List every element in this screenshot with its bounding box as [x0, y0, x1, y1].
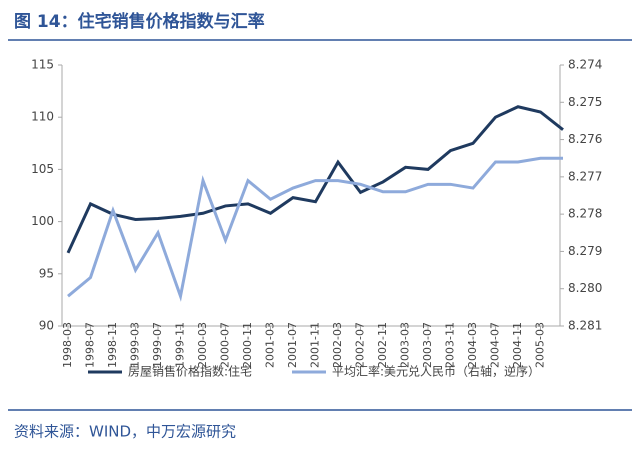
y2-tick-label: 8.277: [568, 169, 602, 183]
series-line: [67, 156, 563, 302]
y-tick-label: 110: [31, 110, 54, 124]
x-tick-label: 1998-07: [84, 322, 97, 368]
x-tick-label: 1999-11: [174, 322, 187, 368]
y-tick-label: 95: [39, 266, 54, 280]
x-tick-label: 2000-03: [196, 322, 209, 368]
x-tick-label: 2004-03: [466, 322, 479, 368]
x-tick-label: 2003-07: [421, 322, 434, 368]
source: 资料来源：WIND，中万宏源研究: [14, 423, 236, 441]
x-tick-label: 2002-07: [354, 322, 367, 368]
y2-tick-label: 8.281: [568, 319, 602, 333]
y2-tick-label: 8.274: [568, 58, 602, 72]
legend-label: 平均汇率:美元兑人民币（右轴，逆序）: [332, 364, 540, 379]
x-tick-label: 2003-03: [399, 322, 412, 368]
y-tick-label: 115: [31, 58, 54, 72]
x-tick-label: 2001-11: [309, 322, 322, 368]
y-tick-label: 90: [39, 319, 54, 333]
y-tick-label: 105: [31, 162, 54, 176]
x-tick-label: 1998-11: [106, 322, 119, 368]
x-tick-label: 1998-03: [61, 322, 74, 368]
x-tick-label: 2004-11: [511, 322, 524, 368]
series-line: [66, 105, 564, 254]
x-tick-label: 2001-03: [264, 322, 277, 368]
y2-tick-label: 8.279: [568, 244, 602, 258]
x-tick-label: 1999-03: [129, 322, 142, 368]
y2-tick-label: 8.278: [568, 207, 602, 221]
x-tick-label: 2003-11: [444, 322, 457, 368]
x-tick-label: 2000-07: [219, 322, 232, 368]
x-tick-label: 2002-03: [331, 322, 344, 368]
x-tick-label: 2000-11: [241, 322, 254, 368]
x-tick-label: 2002-11: [376, 322, 389, 368]
y-tick-label: 100: [31, 214, 54, 228]
x-tick-label: 2004-07: [489, 322, 502, 368]
y2-tick-label: 8.280: [568, 281, 602, 295]
y2-tick-label: 8.276: [568, 132, 602, 146]
x-tick-label: 2001-07: [286, 322, 299, 368]
x-tick-label: 1999-07: [151, 322, 164, 368]
legend-label: 房屋销售价格指数:住宅: [128, 364, 252, 379]
chart-title: 图 14：住宅销售价格指数与汇率: [14, 11, 265, 32]
y2-tick-label: 8.275: [568, 95, 602, 109]
x-tick-label: 2005-03: [534, 322, 547, 368]
